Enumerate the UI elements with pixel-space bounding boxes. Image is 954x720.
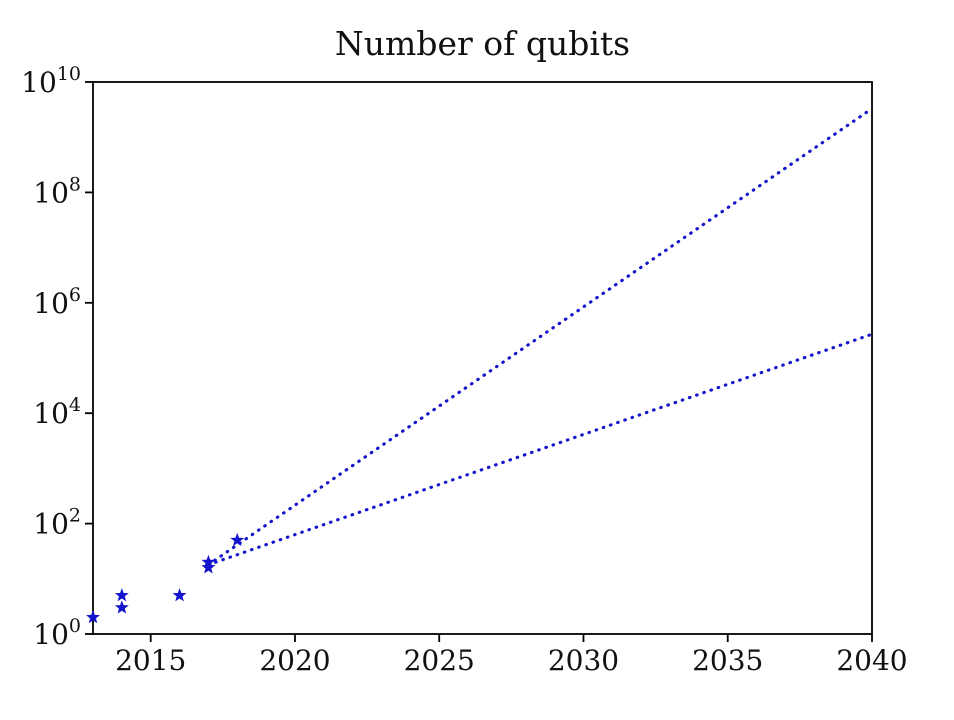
data-point-star — [86, 610, 100, 624]
data-point-star — [230, 532, 245, 547]
trend-line-slow-growth-extrapolation — [206, 332, 874, 567]
x-tick-label: 2030 — [548, 644, 619, 677]
x-tick-label: 2015 — [115, 644, 186, 677]
x-tick-label: 2025 — [404, 644, 475, 677]
trend-line-fast-growth-extrapolation — [206, 107, 874, 567]
x-tick-label: 2035 — [692, 644, 763, 677]
data-point-star — [114, 588, 129, 602]
x-tick-label: 2040 — [836, 644, 907, 677]
y-tick-label: 106 — [33, 284, 81, 320]
y-tick-label: 100 — [33, 615, 81, 651]
data-point-star — [201, 560, 216, 574]
y-tick-label: 104 — [33, 394, 81, 430]
chart-title: Number of qubits — [334, 24, 631, 63]
data-point-star — [201, 554, 216, 569]
data-point-star — [114, 600, 129, 614]
y-tick-label: 102 — [33, 505, 81, 541]
x-tick-label: 2020 — [259, 644, 330, 677]
y-tick-label: 108 — [33, 173, 81, 209]
data-point-star — [172, 588, 187, 602]
y-tick-label: 1010 — [21, 63, 81, 99]
plot-frame — [92, 81, 873, 635]
